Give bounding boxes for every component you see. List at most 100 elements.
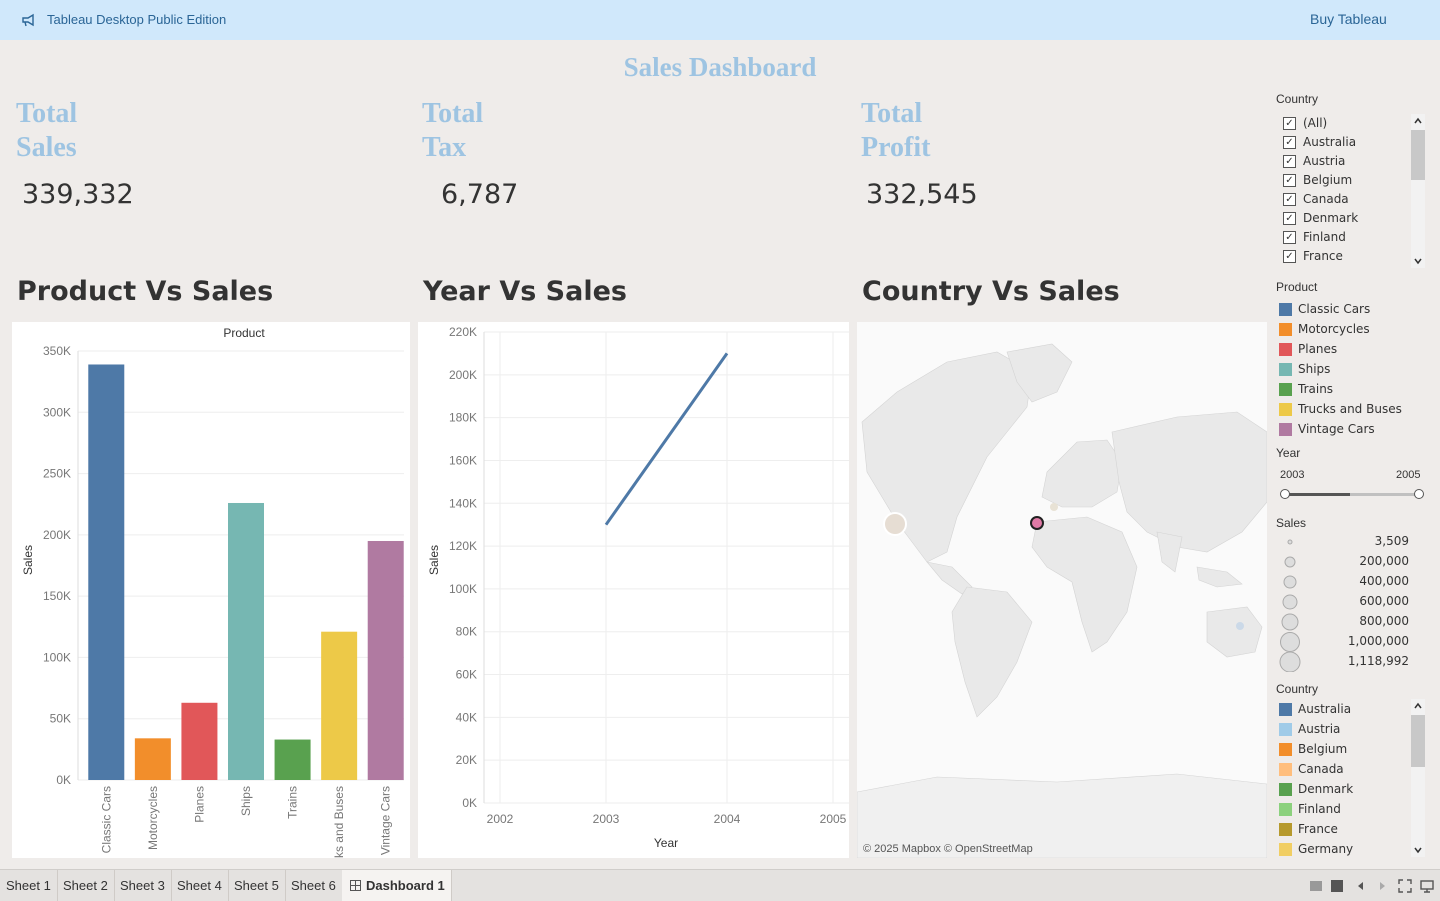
legend-swatch	[1279, 323, 1292, 336]
bar-classic-cars[interactable]	[88, 364, 125, 780]
scrollbar-thumb[interactable]	[1411, 130, 1425, 180]
country-legend-item[interactable]: Canada	[1279, 759, 1411, 779]
bar-ships[interactable]	[228, 502, 264, 780]
checkbox-checked-icon[interactable]: ✓	[1283, 136, 1296, 149]
checkbox-checked-icon[interactable]: ✓	[1283, 212, 1296, 225]
next-sheet-icon[interactable]	[1375, 879, 1389, 893]
product-legend: Classic Cars Motorcycles Planes Ships Trains…	[1279, 299, 1402, 439]
y-tick-label: 20K	[456, 753, 477, 767]
tab-sheet-4[interactable]: Sheet 4	[171, 870, 229, 901]
country-filter-item[interactable]: ✓ Australia	[1283, 133, 1426, 152]
size-label: 600,000	[1359, 594, 1409, 608]
country-legend-item[interactable]: Denmark	[1279, 779, 1411, 799]
sales-size-legend-item: 200,000	[1279, 552, 1429, 572]
chevron-up-icon[interactable]	[1411, 114, 1425, 128]
tab-sheet-2[interactable]: Sheet 2	[57, 870, 115, 901]
sheet-tab-bar: Sheet 1 Sheet 2 Sheet 3 Sheet 4 Sheet 5 …	[0, 869, 1440, 901]
legend-swatch	[1279, 763, 1292, 776]
country-filter-item[interactable]: ✓ (All)	[1283, 114, 1426, 133]
sales-line[interactable]	[604, 352, 729, 526]
europe-sales-marker[interactable]	[1050, 503, 1058, 511]
country-filter-scrollbar[interactable]	[1411, 114, 1425, 268]
tab-sheet-3[interactable]: Sheet 3	[114, 870, 172, 901]
country-legend-item[interactable]: Austria	[1279, 719, 1411, 739]
tab-sheet-1[interactable]: Sheet 1	[0, 870, 58, 901]
country-legend-list: Australia Austria Belgium Canada Denmark Finl…	[1276, 699, 1411, 857]
kpi-label: Sales	[16, 132, 77, 163]
usa-sales-marker[interactable]	[883, 512, 907, 536]
product-legend-item[interactable]: Trucks and Buses	[1279, 399, 1402, 419]
bar-motorcycles[interactable]	[134, 738, 171, 780]
product-legend-item[interactable]: Planes	[1279, 339, 1402, 359]
bar-vintage-cars[interactable]	[367, 540, 404, 780]
year-slider-fill	[1284, 493, 1350, 496]
tab-dashboard-1[interactable]: Dashboard 1	[342, 870, 452, 901]
legend-swatch	[1279, 783, 1292, 796]
bar-trains[interactable]	[274, 739, 311, 780]
line-y-axis-title: Sales	[427, 545, 441, 575]
bar-planes[interactable]	[181, 702, 218, 780]
legend-label: Trucks and Buses	[1298, 402, 1402, 416]
legend-swatch	[1279, 723, 1292, 736]
checkbox-checked-icon[interactable]: ✓	[1283, 117, 1296, 130]
scrollbar-thumb[interactable]	[1411, 715, 1425, 767]
legend-label: France	[1298, 822, 1338, 836]
chevron-up-icon[interactable]	[1411, 699, 1425, 713]
product-legend-item[interactable]: Classic Cars	[1279, 299, 1402, 319]
sheet-sorter-icon[interactable]	[1330, 879, 1344, 893]
kpi-value: 339,332	[22, 179, 134, 210]
year-slider-max-handle[interactable]	[1414, 489, 1424, 499]
bar-trucks-and-buses[interactable]	[321, 631, 358, 780]
country-filter-item[interactable]: ✓ Canada	[1283, 190, 1426, 209]
country-filter-item[interactable]: ✓ Belgium	[1283, 171, 1426, 190]
country-legend-item[interactable]: Germany	[1279, 839, 1411, 857]
product-legend-item[interactable]: Motorcycles	[1279, 319, 1402, 339]
x-tick-label: 2003	[593, 812, 620, 826]
presentation-mode-icon[interactable]	[1419, 878, 1435, 894]
country-filter-label: Austria	[1303, 154, 1346, 168]
tab-sheet-6[interactable]: Sheet 6	[285, 870, 343, 901]
product-legend-item[interactable]: Ships	[1279, 359, 1402, 379]
product-legend-item[interactable]: Vintage Cars	[1279, 419, 1402, 439]
size-circle-icon	[1287, 539, 1293, 545]
legend-label: Finland	[1298, 802, 1341, 816]
country-legend-scrollbar[interactable]	[1411, 699, 1425, 857]
filmstrip-view-icon[interactable]	[1308, 879, 1324, 893]
year-min: 2003	[1280, 469, 1305, 481]
legend-label: Canada	[1298, 762, 1344, 776]
y-tick-label: 250K	[43, 467, 71, 481]
country-legend-item[interactable]: Australia	[1279, 699, 1411, 719]
filter-pane: Country ✓ (All) ✓ Australia ✓ Austria ✓ Belgium…	[1276, 92, 1431, 857]
checkbox-checked-icon[interactable]: ✓	[1283, 231, 1296, 244]
buy-tableau-link[interactable]: Buy Tableau	[1310, 11, 1387, 27]
checkbox-checked-icon[interactable]: ✓	[1283, 250, 1296, 263]
country-filter-item[interactable]: ✓ Denmark	[1283, 209, 1426, 228]
fullscreen-icon[interactable]	[1397, 878, 1413, 894]
checkbox-checked-icon[interactable]: ✓	[1283, 155, 1296, 168]
product-legend-item[interactable]: Trains	[1279, 379, 1402, 399]
country-legend-item[interactable]: Finland	[1279, 799, 1411, 819]
country-legend-item[interactable]: Belgium	[1279, 739, 1411, 759]
year-slider-track[interactable]	[1284, 493, 1420, 496]
australia-sales-marker[interactable]	[1236, 622, 1244, 630]
chevron-down-icon[interactable]	[1411, 843, 1425, 857]
sales-size-legend-item: 1,000,000	[1279, 632, 1429, 652]
checkbox-checked-icon[interactable]: ✓	[1283, 174, 1296, 187]
size-label: 1,118,992	[1347, 654, 1409, 668]
kpi-label: Total	[861, 98, 923, 129]
legend-label: Motorcycles	[1298, 322, 1370, 336]
country-filter-item[interactable]: ✓ Finland	[1283, 228, 1426, 247]
year-slider-min-handle[interactable]	[1280, 489, 1290, 499]
country-sales-map[interactable]: © 2025 Mapbox © OpenStreetMap	[857, 322, 1267, 858]
checkbox-checked-icon[interactable]: ✓	[1283, 193, 1296, 206]
country-legend-label: Country	[1276, 682, 1319, 696]
tab-sheet-5[interactable]: Sheet 5	[228, 870, 286, 901]
legend-swatch	[1279, 303, 1292, 316]
previous-sheet-icon[interactable]	[1354, 879, 1368, 893]
spain-sales-marker[interactable]	[1030, 516, 1044, 530]
country-filter-item[interactable]: ✓ France	[1283, 247, 1426, 266]
country-legend-item[interactable]: France	[1279, 819, 1411, 839]
sales-legend-label: Sales	[1276, 516, 1307, 530]
chevron-down-icon[interactable]	[1411, 254, 1425, 268]
country-filter-item[interactable]: ✓ Austria	[1283, 152, 1426, 171]
